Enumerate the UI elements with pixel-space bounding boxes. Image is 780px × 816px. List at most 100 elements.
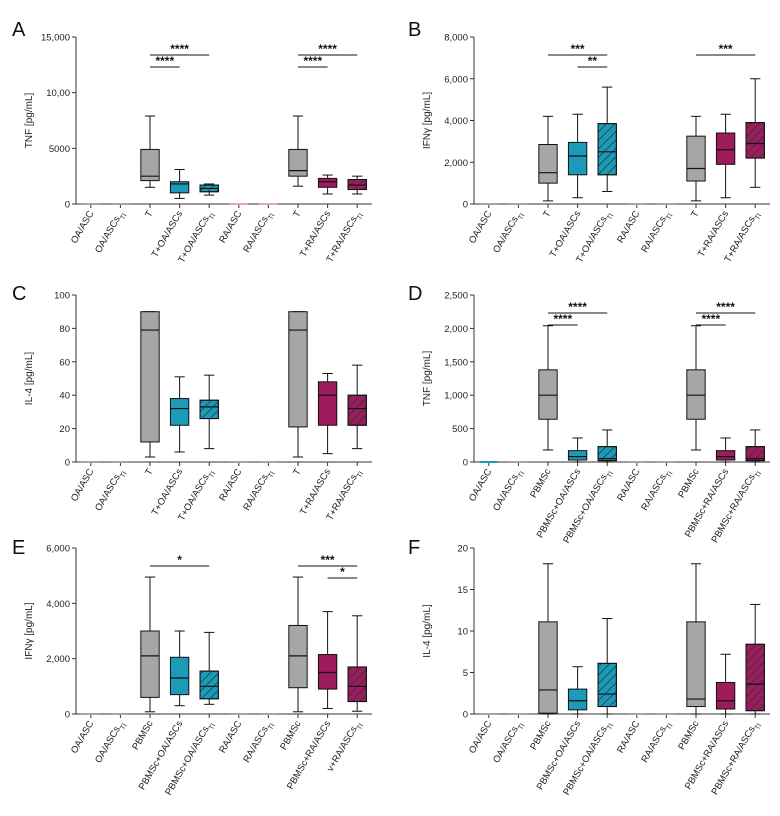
box-hatch <box>199 399 219 420</box>
box-2 <box>538 325 558 451</box>
x-tick-label: RA/ASC <box>615 209 642 245</box>
box-hatch <box>597 446 617 462</box>
sig-label: **** <box>303 54 322 68</box>
x-tick-label: RA/ASCsTI <box>241 719 276 766</box>
box-body <box>169 181 190 194</box>
sig-label: *** <box>321 553 335 567</box>
box-7 <box>686 325 706 451</box>
x-tick-label: OA/ASC <box>467 209 495 246</box>
box-8 <box>715 653 736 715</box>
panel-c: C 0 20 40 60 80 100 IL-4 [pg/mL] OA/ASCOA/ASCsTI… <box>12 283 372 524</box>
box-9 <box>745 429 765 463</box>
y-tick-label: 2,000 <box>444 324 468 335</box>
x-tick-label: OA/ASCsTI <box>491 719 526 766</box>
box-body <box>317 654 338 690</box>
y-tick-label: 4,000 <box>46 599 70 610</box>
y-tick-label: 10 <box>457 627 468 638</box>
box-7 <box>288 115 308 187</box>
box-body <box>686 369 706 420</box>
sig-label: ** <box>588 54 598 68</box>
box-9 <box>347 364 367 450</box>
box-body <box>538 144 558 184</box>
box-body <box>288 148 308 177</box>
box-body <box>288 624 308 689</box>
box-body <box>317 381 338 426</box>
y-tick-label: 0 <box>65 458 70 469</box>
box-4 <box>199 183 219 196</box>
sig-label: * <box>177 553 182 567</box>
box-4 <box>199 374 219 450</box>
y-tick-label: 15,000 <box>41 33 70 44</box>
x-tick-label: OA/ASC <box>69 719 97 756</box>
x-tick-label: RA/ASC <box>615 719 642 755</box>
y-tick-label: 0 <box>463 458 468 469</box>
x-tick-label: RA/ASCsTI <box>241 467 276 514</box>
box-hatch <box>347 394 367 426</box>
x-tick-label: T <box>291 467 304 478</box>
box-4 <box>597 86 617 192</box>
x-tick-label: PBMSc <box>676 719 701 752</box>
x-tick-label: T <box>291 209 304 220</box>
y-axis-label: TNF [pg/mL] <box>422 351 433 407</box>
sig-label: *** <box>571 42 585 56</box>
y-tick-label: 2,500 <box>444 291 468 302</box>
box-hatch <box>745 643 765 712</box>
x-tick-label: PBMSc <box>676 467 701 500</box>
x-tick-label: OA/ASCsTI <box>93 467 128 514</box>
box-hatch <box>745 122 765 159</box>
panel-a: A 0 5000 10,00 15,000 TNF [pg/mL] OA/ASCOA/ASC… <box>12 19 372 266</box>
sig-label: **** <box>318 42 337 56</box>
y-tick-label: 40 <box>59 391 70 402</box>
x-tick-label: OA/ASC <box>467 467 495 504</box>
box-3 <box>169 168 190 199</box>
y-tick-label: 0 <box>65 200 70 211</box>
y-tick-label: 1,500 <box>444 357 468 368</box>
y-axis-label: IFNγ [pg/mL] <box>24 602 35 659</box>
y-tick-label: 5000 <box>49 144 70 155</box>
y-tick-label: 20 <box>59 424 70 435</box>
y-tick-label: 5 <box>463 668 468 679</box>
x-tick-label: OA/ASC <box>69 467 97 504</box>
x-tick-label: RA/ASCsTI <box>639 467 674 514</box>
y-tick-label: 60 <box>59 357 70 368</box>
box-body <box>686 621 706 708</box>
panel-label: F <box>408 537 420 559</box>
box-body <box>686 135 706 182</box>
box-body <box>567 450 588 461</box>
box-4 <box>597 618 617 715</box>
sig-label: **** <box>716 300 735 314</box>
y-tick-label: 8,000 <box>444 33 468 44</box>
x-tick-label: T <box>143 467 156 478</box>
x-tick-label: T <box>689 209 702 220</box>
box-body <box>715 681 736 710</box>
x-tick-label: OA/ASCsTI <box>93 209 128 256</box>
x-tick-label: RA/ASC <box>217 467 244 503</box>
box-hatch <box>347 666 367 703</box>
box-9 <box>745 603 765 715</box>
box-2 <box>140 576 160 713</box>
box-7 <box>686 563 706 715</box>
box-2 <box>140 115 160 188</box>
sig-label: **** <box>553 312 572 326</box>
box-4 <box>199 631 219 705</box>
box-3 <box>169 376 190 453</box>
x-tick-label: PBMSc <box>130 719 155 752</box>
x-tick-label: RA/ASCsTI <box>241 209 276 256</box>
box-9 <box>745 78 765 188</box>
panel-label: C <box>12 283 26 305</box>
x-tick-label: T <box>143 209 156 220</box>
sig-label: **** <box>170 42 189 56</box>
box-hatch <box>745 446 765 462</box>
box-2 <box>538 115 558 202</box>
y-tick-label: 20 <box>457 544 468 555</box>
sig-label: **** <box>568 300 587 314</box>
y-axis-label: TNF [pg/mL] <box>24 93 35 149</box>
box-hatch <box>199 670 219 700</box>
x-tick-label: RA/ASC <box>217 209 244 245</box>
y-tick-label: 4,000 <box>444 116 468 127</box>
y-tick-label: 500 <box>452 424 468 435</box>
box-hatch <box>597 123 617 176</box>
x-tick-label: OA/ASCsTI <box>93 719 128 766</box>
y-tick-label: 0 <box>463 200 468 211</box>
